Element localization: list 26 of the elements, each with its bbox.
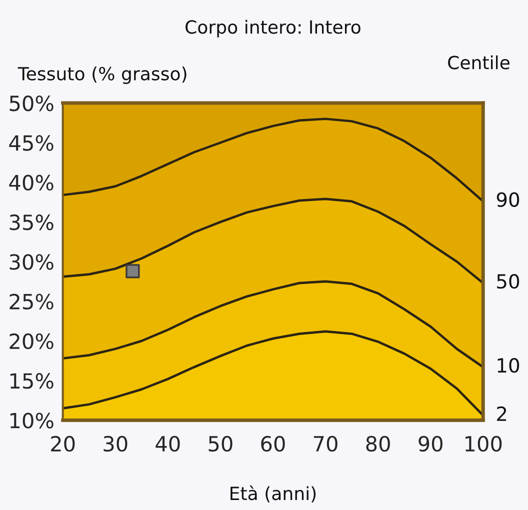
x-tick-label: 60 [261,436,285,452]
series-label: 50 [497,274,520,289]
y-tick-label: 35% [10,214,54,230]
x-tick-label: 80 [366,436,390,452]
x-tick-label: 30 [104,436,128,452]
x-axis-title: Età (anni) [230,486,316,502]
x-tick-label: 40 [156,436,180,452]
y-tick-label: 30% [10,254,54,270]
y-tick-label: 50% [10,95,54,112]
y-tick-label: 40% [9,174,54,191]
series-label: 10 [498,358,520,373]
series-label: 2 [497,406,506,421]
x-tick-label: 50 [208,436,232,452]
y-tick-label: 10% [10,412,54,428]
x-tick-label: 90 [418,436,442,452]
y-tick-label: 15% [10,373,54,389]
series-label: 90 [496,192,520,207]
y-tick-label: 45% [9,135,54,151]
x-tick-label: 20 [51,436,75,452]
x-tick-label: 70 [314,436,338,452]
y-axis-title: Tessuto (% grasso) [18,66,186,84]
chart-title: Corpo intero: Intero [186,20,360,38]
y-tick-label: 25% [10,294,54,310]
y-tick-label: 20% [10,333,54,350]
y2-axis-title: Centile [448,55,510,70]
x-tick-label: 100 [466,436,502,452]
